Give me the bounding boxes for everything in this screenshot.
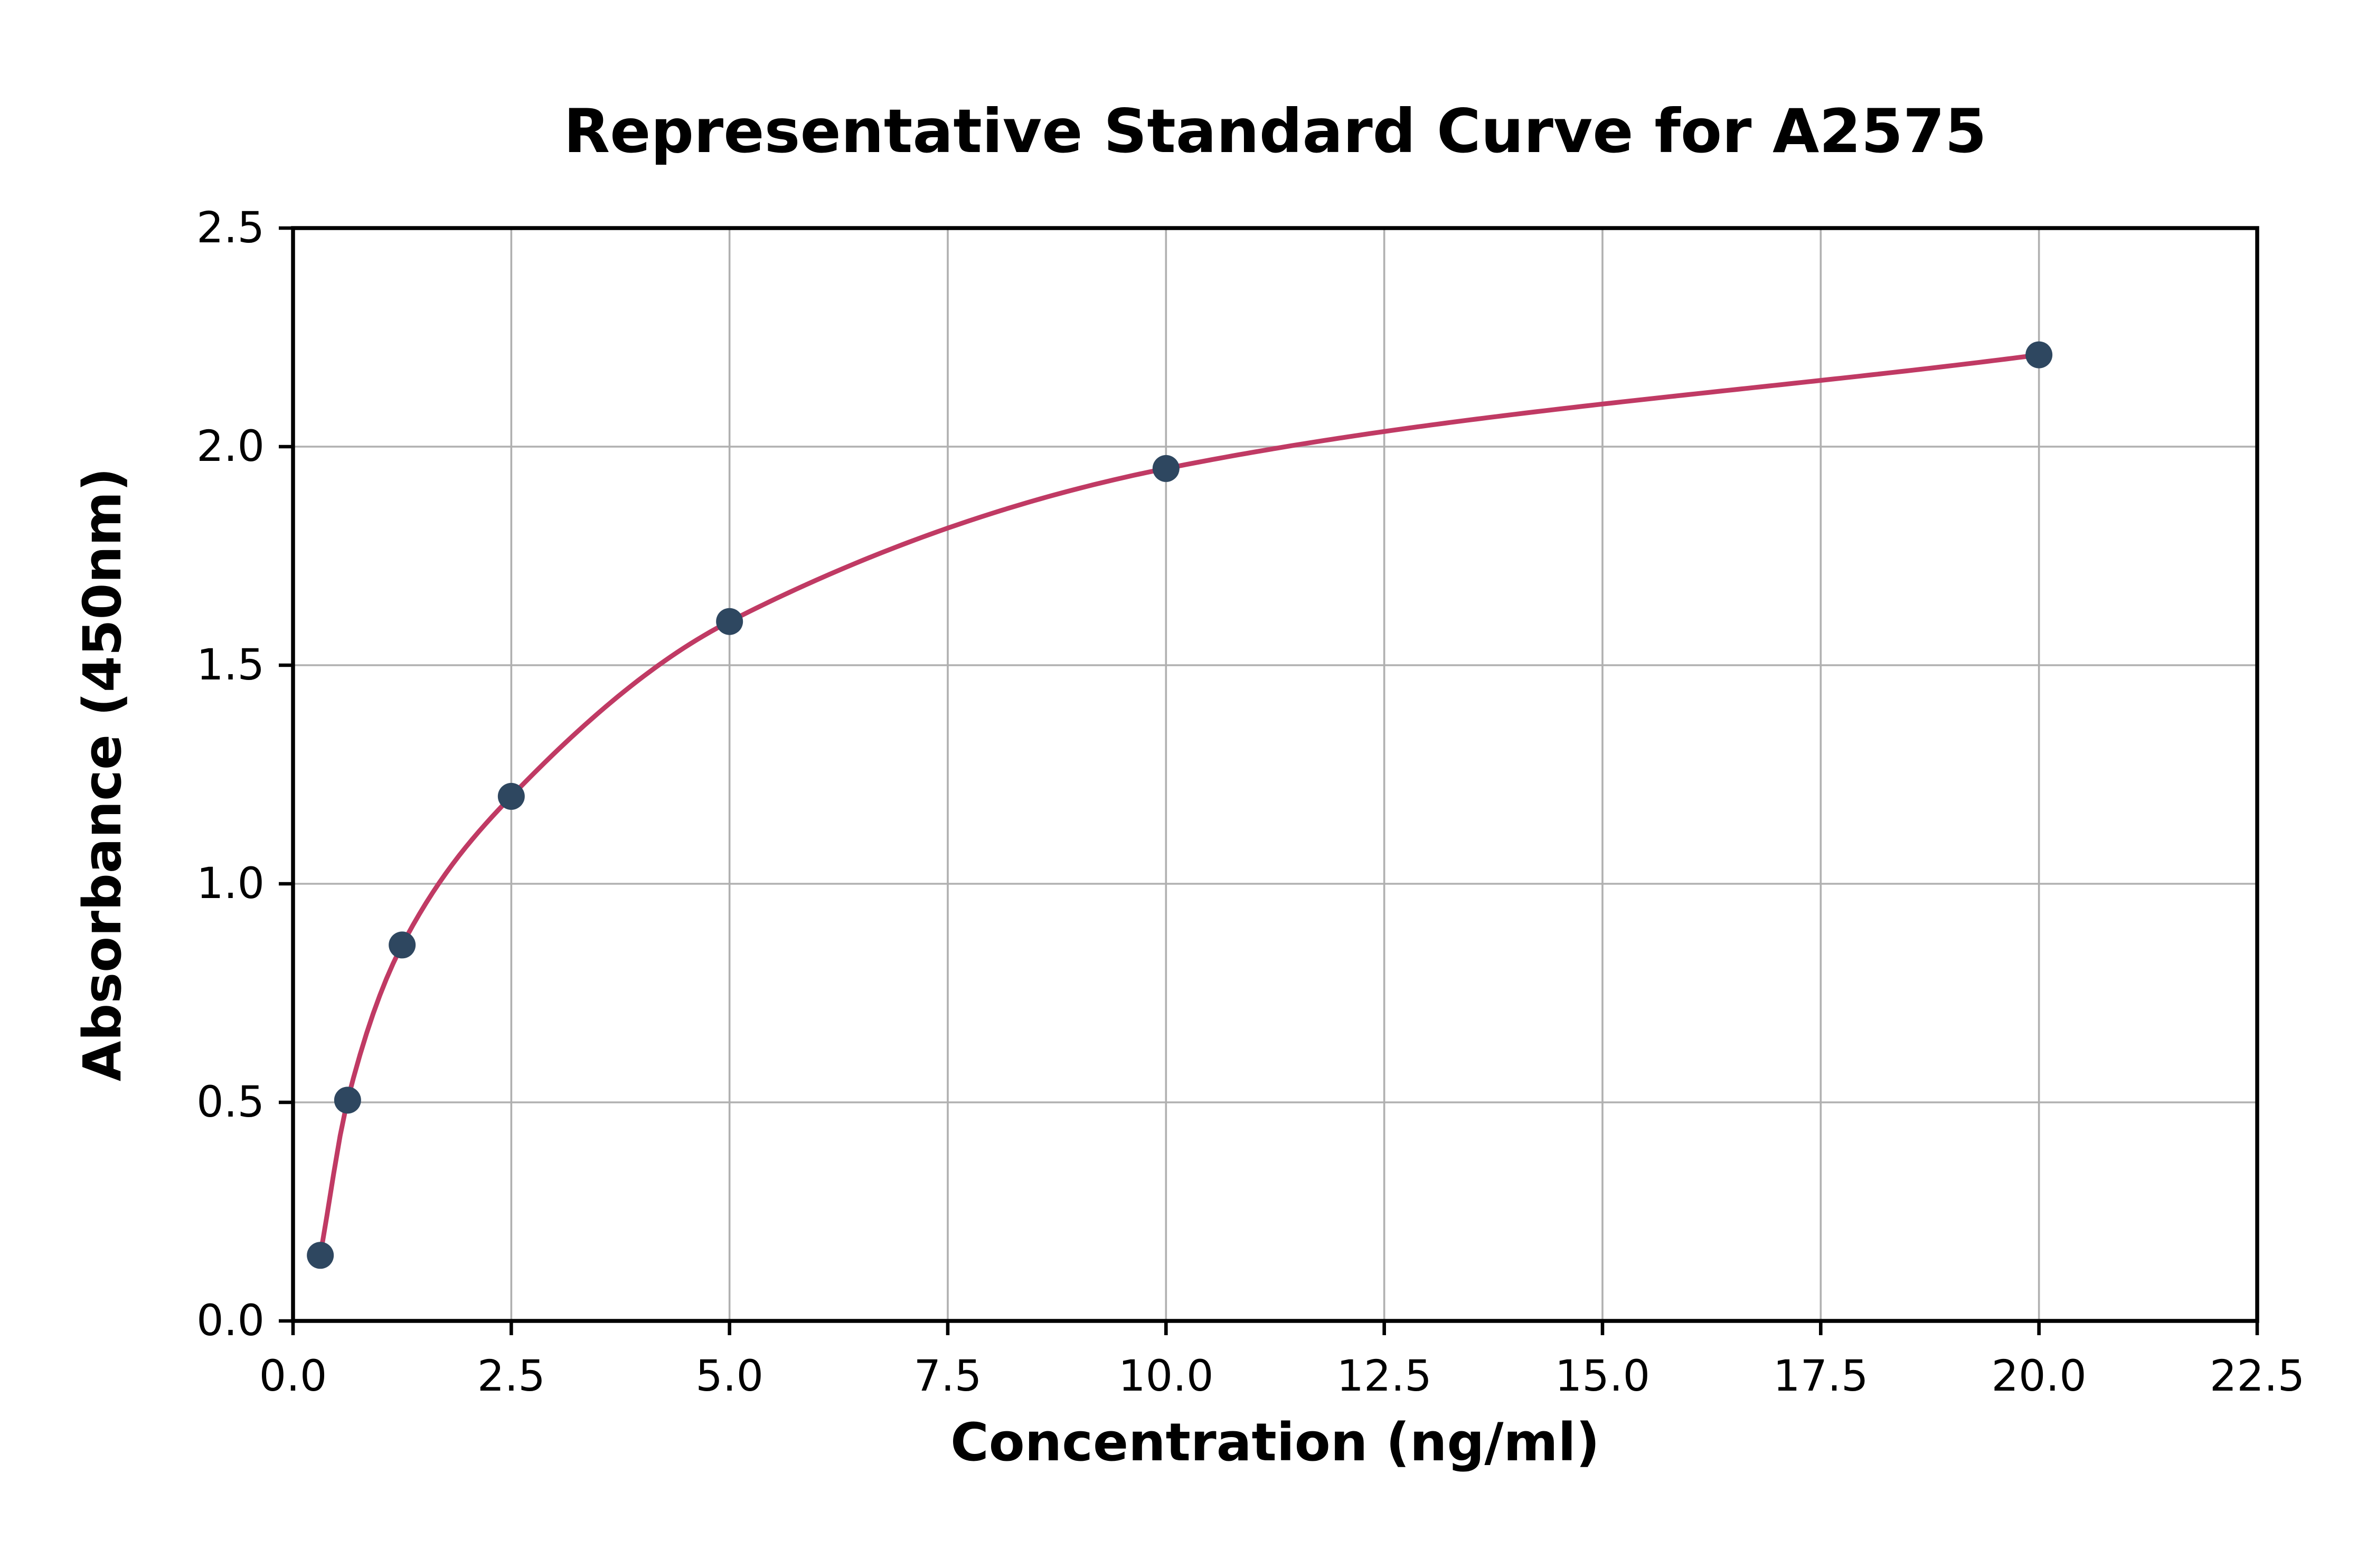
- data-point: [1152, 455, 1180, 482]
- y-tick-label: 0.0: [196, 1296, 265, 1346]
- standard-curve-line: [318, 352, 2042, 1258]
- x-tick-label: 5.0: [695, 1352, 763, 1401]
- x-axis-label: Concentration (ng/ml): [950, 1412, 1600, 1473]
- y-tick-label: 2.5: [196, 203, 265, 253]
- y-tick-label: 1.0: [196, 859, 265, 909]
- plot-border: [291, 226, 2259, 1323]
- data-points-layer: [307, 341, 2053, 1269]
- x-tick-label: 15.0: [1555, 1352, 1650, 1401]
- y-tick-label: 2.0: [196, 422, 265, 471]
- x-tick-label: 10.0: [1118, 1352, 1213, 1401]
- plot-border-layer: [291, 226, 2259, 1323]
- x-tick-label: 20.0: [1991, 1352, 2086, 1401]
- y-tick-label: 0.5: [196, 1078, 265, 1127]
- data-point: [716, 608, 743, 635]
- x-tick-label: 0.0: [259, 1352, 327, 1401]
- x-tick-label: 2.5: [477, 1352, 545, 1401]
- data-point: [334, 1087, 361, 1114]
- x-tick-label: 22.5: [2210, 1352, 2305, 1401]
- axis-ticks-layer: 0.0 2.5 5.0 7.5 10.0 12.5 15.0 17.5 20.0 22.5 0.0 0…: [196, 203, 2305, 1401]
- x-tick-label: 7.5: [914, 1352, 982, 1401]
- x-tick-label: 17.5: [1773, 1352, 1868, 1401]
- data-point: [307, 1242, 334, 1269]
- y-tick-label: 1.5: [196, 640, 265, 690]
- chart-title: Representative Standard Curve for A2575: [563, 96, 1986, 166]
- fitted-curve-layer: [318, 352, 2042, 1258]
- data-point: [497, 782, 525, 810]
- x-tick-label: 12.5: [1336, 1352, 1431, 1401]
- y-axis-label: Absorbance (450nm): [72, 468, 133, 1081]
- data-point: [2025, 341, 2053, 369]
- data-point: [389, 931, 416, 959]
